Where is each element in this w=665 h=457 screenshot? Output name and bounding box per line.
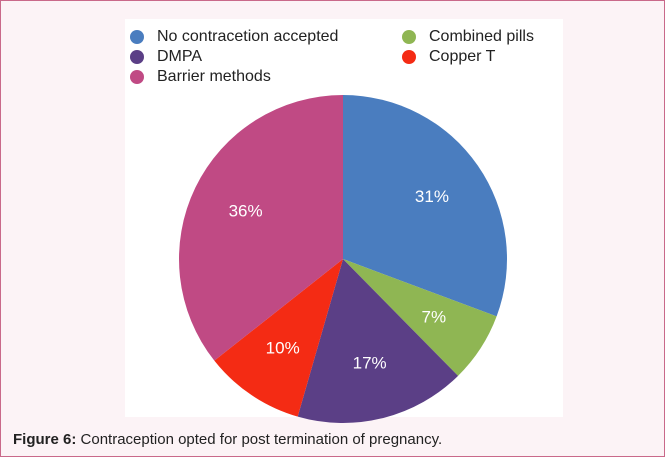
legend-swatch [130,50,144,64]
slice-label: 7% [422,307,447,326]
legend-swatch [130,30,144,44]
legend-swatch [402,50,416,64]
pie-slice [343,95,507,317]
legend-label: Copper T [429,48,496,65]
pie-slice [297,259,459,423]
legend-label: DMPA [157,48,202,65]
caption-text: Contraception opted for post termination… [80,431,443,448]
pie-slice [178,94,343,361]
legend-label: No contracetion accepted [157,28,338,45]
slice-label: 31% [415,187,449,206]
pie-slice [214,259,343,417]
legend-swatch [130,70,144,84]
legend-label: Barrier methods [157,68,271,85]
caption: Figure 6: Contraception opted for post t… [13,431,442,448]
legend-swatch [402,30,416,44]
slice-label: 36% [229,201,263,220]
slice-label: 17% [353,353,387,372]
pie-slice [343,259,497,376]
legend-label: Combined pills [429,28,534,45]
caption-label: Figure 6: [13,431,77,448]
slice-label: 10% [266,338,300,357]
